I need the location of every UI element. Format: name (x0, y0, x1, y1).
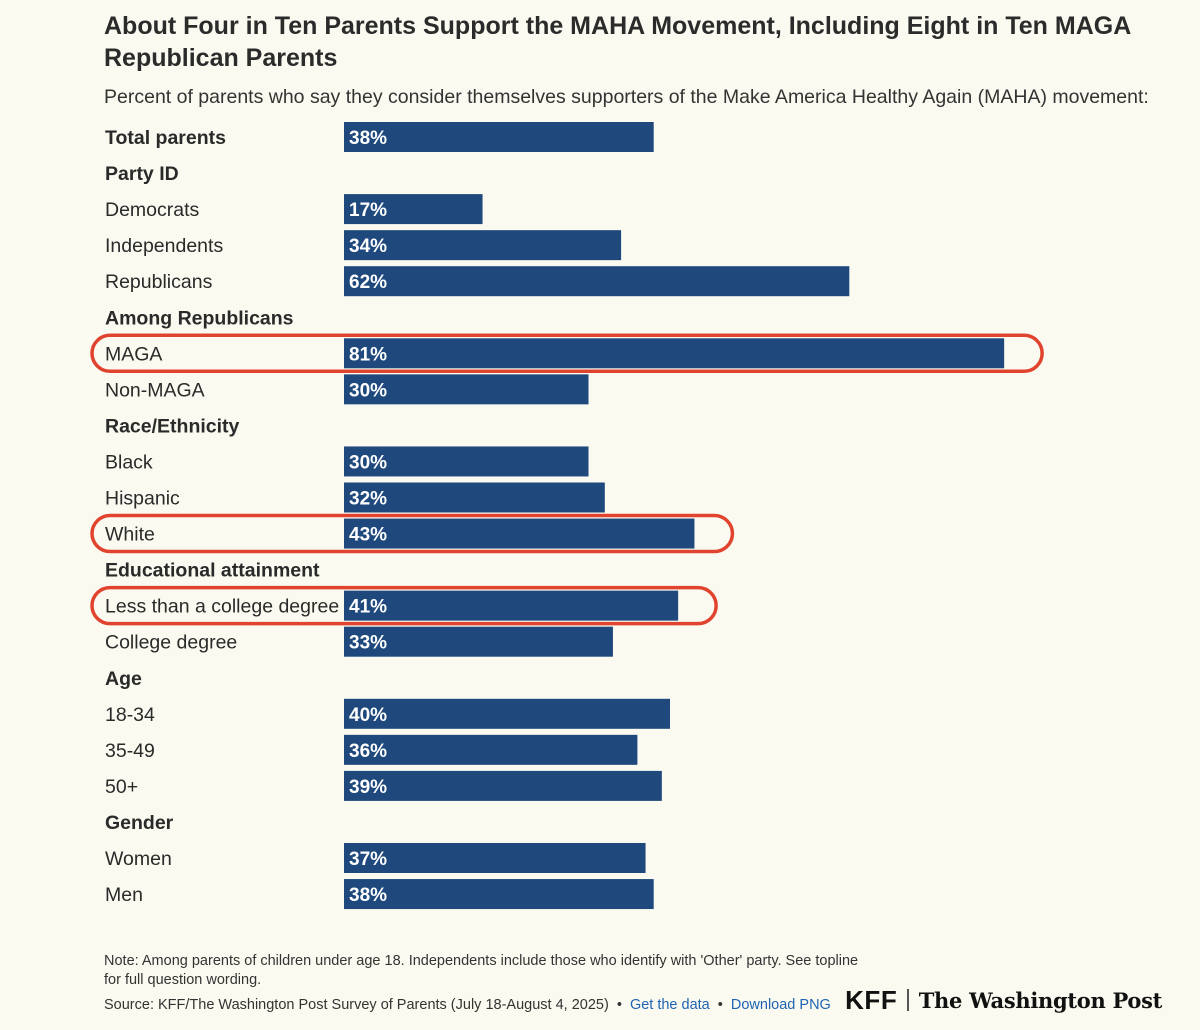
category-label-35-49: 35-49 (105, 740, 155, 762)
bar-white (344, 518, 695, 549)
brand-logos: KFF The Washington Post (845, 984, 1162, 1016)
data-label-black: 30% (349, 452, 387, 473)
bar-50 (344, 770, 662, 801)
footer-source-line: Source: KFF/The Washington Post Survey o… (104, 996, 831, 1015)
data-label-republicans: 62% (349, 272, 387, 293)
logo-divider (907, 989, 909, 1011)
bar-republicans (344, 266, 850, 297)
bar-men (344, 879, 654, 910)
group-header-race-ethnicity: Race/Ethnicity (105, 415, 240, 437)
category-label-50: 50+ (105, 776, 138, 798)
group-header-age: Age (105, 668, 142, 690)
data-label-less-than-a-college-degree: 41% (349, 597, 387, 618)
category-label-18-34: 18-34 (105, 704, 155, 726)
footer-note: Note: Among parents of children under ag… (104, 953, 859, 988)
category-label-women: Women (105, 848, 172, 870)
data-label-hispanic: 32% (349, 489, 387, 510)
category-label-democrats: Democrats (105, 199, 200, 221)
data-label-18-34: 40% (349, 705, 387, 726)
category-label-hispanic: Hispanic (105, 488, 180, 510)
category-label-total-parents: Total parents (105, 127, 226, 149)
category-label-men: Men (105, 884, 143, 906)
category-label-independents: Independents (105, 235, 223, 257)
source-text: Source: KFF/The Washington Post Survey o… (104, 997, 609, 1013)
data-label-total-parents: 38% (349, 128, 387, 149)
data-label-35-49: 36% (349, 741, 387, 762)
highlight-outline-less-than-a-college-degree (90, 585, 718, 626)
group-header-educational-attainment: Educational attainment (105, 560, 320, 582)
bullet-separator: • (616, 997, 622, 1013)
chart-title: About Four in Ten Parents Support the MA… (104, 12, 1131, 72)
bar-non-maga (344, 374, 589, 405)
data-label-democrats: 17% (349, 200, 387, 221)
highlight-outline-maga (90, 333, 1044, 374)
highlight-outline-white (90, 513, 735, 554)
chart-subtitle: Percent of parents who say they consider… (104, 86, 1149, 108)
data-label-men: 38% (349, 885, 387, 906)
bar-independents (344, 230, 622, 261)
bar-women (344, 843, 646, 873)
bar-maga (344, 338, 1005, 369)
group-header-party-id: Party ID (105, 163, 179, 185)
bar-less-than-a-college-degree (344, 590, 679, 621)
data-label-college-degree: 33% (349, 633, 387, 654)
bar-hispanic (344, 482, 605, 513)
bar-35-49 (344, 734, 638, 765)
data-label-maga: 81% (349, 344, 387, 365)
bar-democrats (344, 194, 483, 225)
bar-college-degree (344, 626, 613, 657)
category-label-maga: MAGA (105, 343, 162, 365)
bar-black (344, 446, 589, 477)
category-label-black: Black (105, 451, 153, 473)
category-label-white: White (105, 524, 155, 546)
category-label-college-degree: College degree (105, 632, 237, 654)
category-label-less-than-a-college-degree: Less than a college degree (105, 596, 339, 618)
category-label-republicans: Republicans (105, 271, 213, 293)
get-data-link[interactable]: Get the data (629, 997, 710, 1013)
bar-total-parents (344, 122, 654, 152)
group-header-among-republicans: Among Republicans (105, 307, 294, 329)
data-label-white: 43% (349, 525, 387, 546)
washington-post-logo: The Washington Post (918, 987, 1163, 1013)
data-label-non-maga: 30% (349, 380, 387, 401)
bar-18-34 (344, 698, 670, 729)
download-png-link[interactable]: Download PNG (730, 997, 831, 1013)
group-header-gender: Gender (105, 812, 174, 834)
category-label-non-maga: Non-MAGA (105, 379, 205, 401)
data-label-50: 39% (349, 777, 387, 798)
data-label-independents: 34% (349, 236, 387, 257)
data-label-women: 37% (349, 849, 387, 870)
bullet-separator: • (717, 997, 723, 1013)
kff-logo: KFF (845, 984, 898, 1015)
